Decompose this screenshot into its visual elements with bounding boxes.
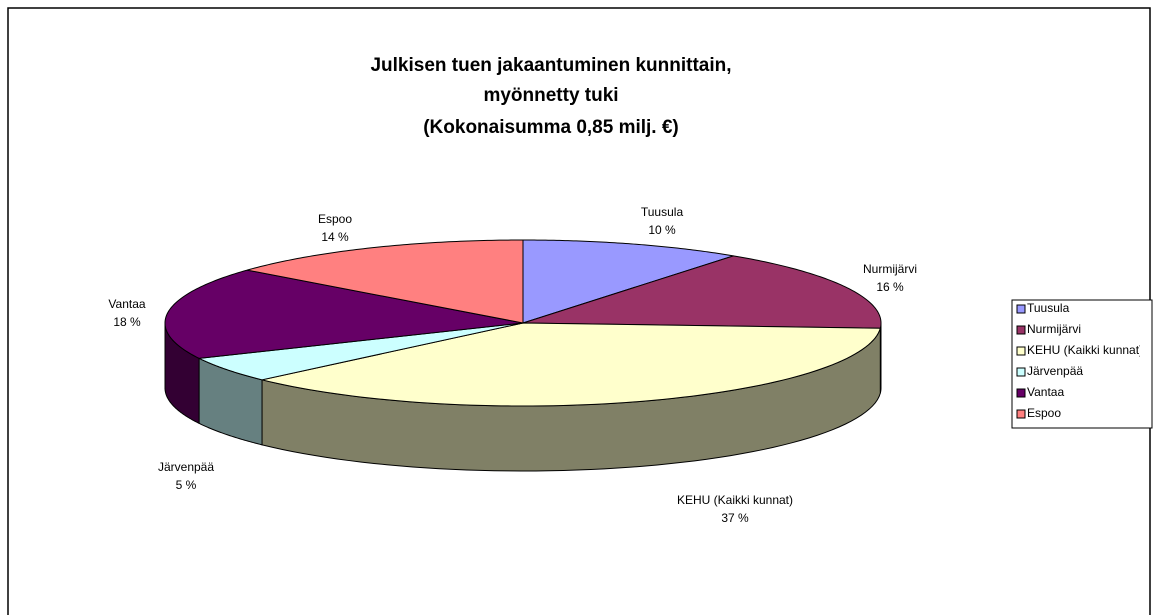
legend-swatch xyxy=(1016,388,1026,398)
pie-slice xyxy=(164,269,524,359)
data-label-value: 18 % xyxy=(113,315,141,329)
pie-slice xyxy=(247,239,524,324)
data-label-name: Tuusula xyxy=(641,205,684,219)
chart-title: myönnetty tuki xyxy=(483,85,618,106)
data-label-value: 10 % xyxy=(648,223,676,237)
data-labels: Tuusula 10 % Nurmijärvi 16 % KEHU (Kaikki ku… xyxy=(108,205,917,525)
data-label-name: KEHU (Kaikki kunnat) xyxy=(677,493,793,507)
legend-label: Tuusula xyxy=(1027,301,1070,315)
legend-label: Vantaa xyxy=(1027,385,1064,399)
pie-slice xyxy=(522,239,734,324)
legend-box xyxy=(1011,299,1153,429)
pie-slice xyxy=(261,322,881,407)
data-label-value: 14 % xyxy=(321,230,349,244)
legend-label: Järvenpää xyxy=(1027,364,1083,378)
pie-slice xyxy=(522,255,882,329)
legend-swatch xyxy=(1016,346,1026,356)
legend-swatch xyxy=(1016,409,1026,419)
data-label-value: 37 % xyxy=(721,511,749,525)
chart-title: (Kokonaisumma 0,85 milj. €) xyxy=(423,117,679,138)
data-label-value: 5 % xyxy=(176,478,197,492)
chart-title: Julkisen tuen jakaantuminen kunnittain, xyxy=(370,55,731,76)
data-label-name: Järvenpää xyxy=(158,460,214,474)
pie-tops xyxy=(164,239,882,407)
legend: Tuusula Nurmijärvi KEHU (Kaikki kunnat) Jär… xyxy=(1016,301,1143,420)
pie-slice xyxy=(197,322,524,381)
legend-swatch xyxy=(1016,325,1026,335)
legend-label: KEHU (Kaikki kunnat) xyxy=(1027,343,1143,357)
data-label-name: Vantaa xyxy=(108,297,145,311)
data-label-value: 16 % xyxy=(876,280,904,294)
legend-label: Nurmijärvi xyxy=(1027,322,1081,336)
data-label-name: Nurmijärvi xyxy=(863,262,917,276)
data-label-name: Espoo xyxy=(318,212,352,226)
legend-swatch xyxy=(1016,367,1026,377)
legend-label: Espoo xyxy=(1027,406,1061,420)
legend-swatch xyxy=(1016,304,1026,314)
